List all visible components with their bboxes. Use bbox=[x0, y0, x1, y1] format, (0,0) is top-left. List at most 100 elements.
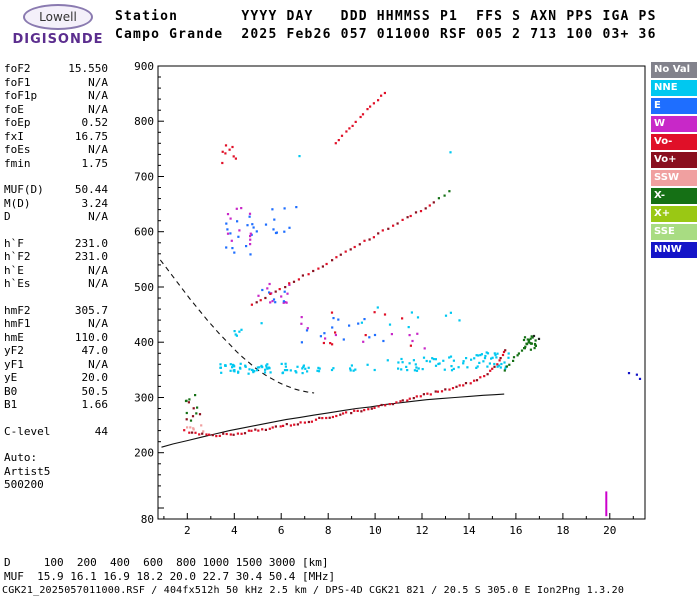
parameter-value: 1.75 bbox=[81, 156, 109, 170]
svg-text:14: 14 bbox=[462, 524, 476, 537]
parameter-label: foEs bbox=[4, 143, 31, 156]
parameter-value: N/A bbox=[88, 277, 108, 290]
header-station-values: Campo Grande 2025 Feb26 057 011000 RSF 0… bbox=[115, 27, 657, 42]
parameter-row-b1: B1 1.66 bbox=[4, 398, 108, 412]
parameter-label: hmF1 bbox=[4, 317, 31, 330]
parameter-label: MUF(D) bbox=[4, 183, 44, 196]
legend-item-sse: SSE bbox=[651, 224, 697, 240]
legend-item-x: X- bbox=[651, 188, 697, 204]
parameter-row-foep: foEp 0.52 bbox=[4, 116, 108, 130]
svg-text:8: 8 bbox=[325, 524, 332, 537]
svg-text:700: 700 bbox=[134, 171, 154, 184]
header-column-titles: Station YYYY DAY DDD HHMMSS P1 FFS S AXN… bbox=[115, 9, 657, 24]
parameter-row-fxi: fxI 16.75 bbox=[4, 130, 108, 144]
muf-row: MUF 15.9 16.1 16.9 18.2 20.0 22.7 30.4 5… bbox=[4, 569, 336, 583]
lowell-logo-oval-icon: Lowell bbox=[23, 4, 93, 30]
legend-item-nnw: NNW bbox=[651, 242, 697, 258]
parameter-value: 3.24 bbox=[81, 196, 109, 210]
logo-lowell-text: Lowell bbox=[39, 10, 77, 24]
parameter-value: 231.0 bbox=[74, 236, 108, 250]
legend-item-nne: NNE bbox=[651, 80, 697, 96]
parameter-label: B1 bbox=[4, 398, 18, 411]
svg-text:900: 900 bbox=[134, 60, 154, 73]
parameter-row-ye: yE 20.0 bbox=[4, 371, 108, 385]
parameter-label: h`E bbox=[4, 263, 24, 277]
distance-row: D 100 200 400 600 800 1000 1500 3000 [km… bbox=[4, 556, 329, 569]
parameter-label: M(D) bbox=[4, 196, 31, 210]
parameter-row-yf2: yF2 47.0 bbox=[4, 344, 108, 358]
parameter-row-he: h`E N/A bbox=[4, 264, 108, 278]
parameter-value: N/A bbox=[88, 89, 108, 102]
parameter-group-gap bbox=[4, 438, 108, 451]
parameter-value: N/A bbox=[88, 357, 108, 371]
parameter-row-md: M(D) 3.24 bbox=[4, 197, 108, 211]
svg-text:400: 400 bbox=[134, 336, 154, 349]
parameter-label: fxI bbox=[4, 129, 24, 143]
parameter-group-gap bbox=[4, 170, 108, 183]
svg-text:10: 10 bbox=[368, 524, 381, 537]
parameter-value: 20.0 bbox=[81, 371, 109, 384]
parameter-label: h`F bbox=[4, 236, 24, 250]
logo-digisonde-text: DIGISONDE bbox=[12, 32, 104, 47]
parameter-value: 231.0 bbox=[74, 250, 108, 263]
station-header: Station YYYY DAY DDD HHMMSS P1 FFS S AXN… bbox=[115, 8, 657, 44]
parameter-label: 500200 bbox=[4, 478, 44, 491]
parameter-label: foE bbox=[4, 102, 24, 116]
parameter-row-yf1: yF1 N/A bbox=[4, 358, 108, 372]
svg-text:200: 200 bbox=[134, 447, 154, 460]
legend-item-vo: Vo- bbox=[651, 134, 697, 150]
parameter-label: yE bbox=[4, 371, 18, 384]
parameter-row-hmf1: hmF1 N/A bbox=[4, 317, 108, 331]
svg-text:500: 500 bbox=[134, 281, 154, 294]
parameter-row-fmin: fmin 1.75 bbox=[4, 157, 108, 171]
parameter-row-hmf2: hmF2 305.7 bbox=[4, 304, 108, 318]
legend-item-e: E bbox=[651, 98, 697, 114]
parameter-row-hf2: h`F2 231.0 bbox=[4, 250, 108, 264]
parameter-row-500200: 500200 bbox=[4, 478, 108, 492]
lowell-digisonde-logo: Lowell DIGISONDE bbox=[4, 4, 112, 50]
parameter-label: B0 bbox=[4, 384, 18, 398]
parameter-label: h`Es bbox=[4, 277, 31, 290]
parameter-value: 16.75 bbox=[74, 129, 108, 143]
legend-item-ssw: SSW bbox=[651, 170, 697, 186]
parameter-value: 1.66 bbox=[81, 398, 109, 411]
svg-text:18: 18 bbox=[556, 524, 569, 537]
svg-text:800: 800 bbox=[134, 115, 154, 128]
parameter-group-gap bbox=[4, 412, 108, 425]
svg-text:2: 2 bbox=[184, 524, 191, 537]
parameter-label: h`F2 bbox=[4, 250, 31, 263]
parameter-label: hmE bbox=[4, 330, 24, 344]
parameter-row-hes: h`Es N/A bbox=[4, 277, 108, 291]
parameter-value: 110.0 bbox=[74, 330, 108, 344]
parameter-value: N/A bbox=[88, 210, 108, 223]
svg-text:12: 12 bbox=[415, 524, 428, 537]
parameter-row-hme: hmE 110.0 bbox=[4, 331, 108, 345]
parameter-label: yF1 bbox=[4, 357, 24, 371]
parameter-label: foF1p bbox=[4, 89, 38, 102]
parameter-value: N/A bbox=[88, 263, 108, 277]
parameter-label: fmin bbox=[4, 156, 31, 170]
svg-text:16: 16 bbox=[509, 524, 522, 537]
parameter-row-clevel: C-level 44 bbox=[4, 425, 108, 439]
parameter-row-mufd: MUF(D) 50.44 bbox=[4, 183, 108, 197]
parameter-panel: foF2 15.550 foF1 N/A foF1p N/A foE N/A foEp 0.52 f… bbox=[4, 62, 108, 492]
parameter-value: 305.7 bbox=[74, 303, 108, 317]
svg-text:600: 600 bbox=[134, 226, 154, 239]
parameter-value: 50.5 bbox=[81, 384, 109, 398]
svg-text:300: 300 bbox=[134, 392, 154, 405]
parameter-label: yF2 bbox=[4, 344, 24, 357]
parameter-label: foEp bbox=[4, 116, 31, 129]
parameter-value: 50.44 bbox=[74, 183, 108, 196]
svg-text:4: 4 bbox=[231, 524, 238, 537]
parameter-value: 15.550 bbox=[68, 62, 108, 75]
parameter-label: Artist5 bbox=[4, 464, 51, 478]
ionogram-plot: 200 300 400 500 600 700 800 900 80 2 4 6 8 10 12 14 16 18… bbox=[134, 60, 646, 537]
parameter-row-artist5: Artist5 bbox=[4, 465, 108, 479]
legend-item-vo: Vo+ bbox=[651, 152, 697, 168]
parameter-value: N/A bbox=[88, 102, 108, 116]
parameter-value: 0.52 bbox=[81, 116, 109, 129]
parameter-value: N/A bbox=[88, 75, 108, 89]
parameter-row-b0: B0 50.5 bbox=[4, 385, 108, 399]
muf-table: D 100 200 400 600 800 1000 1500 3000 [km… bbox=[4, 556, 335, 583]
